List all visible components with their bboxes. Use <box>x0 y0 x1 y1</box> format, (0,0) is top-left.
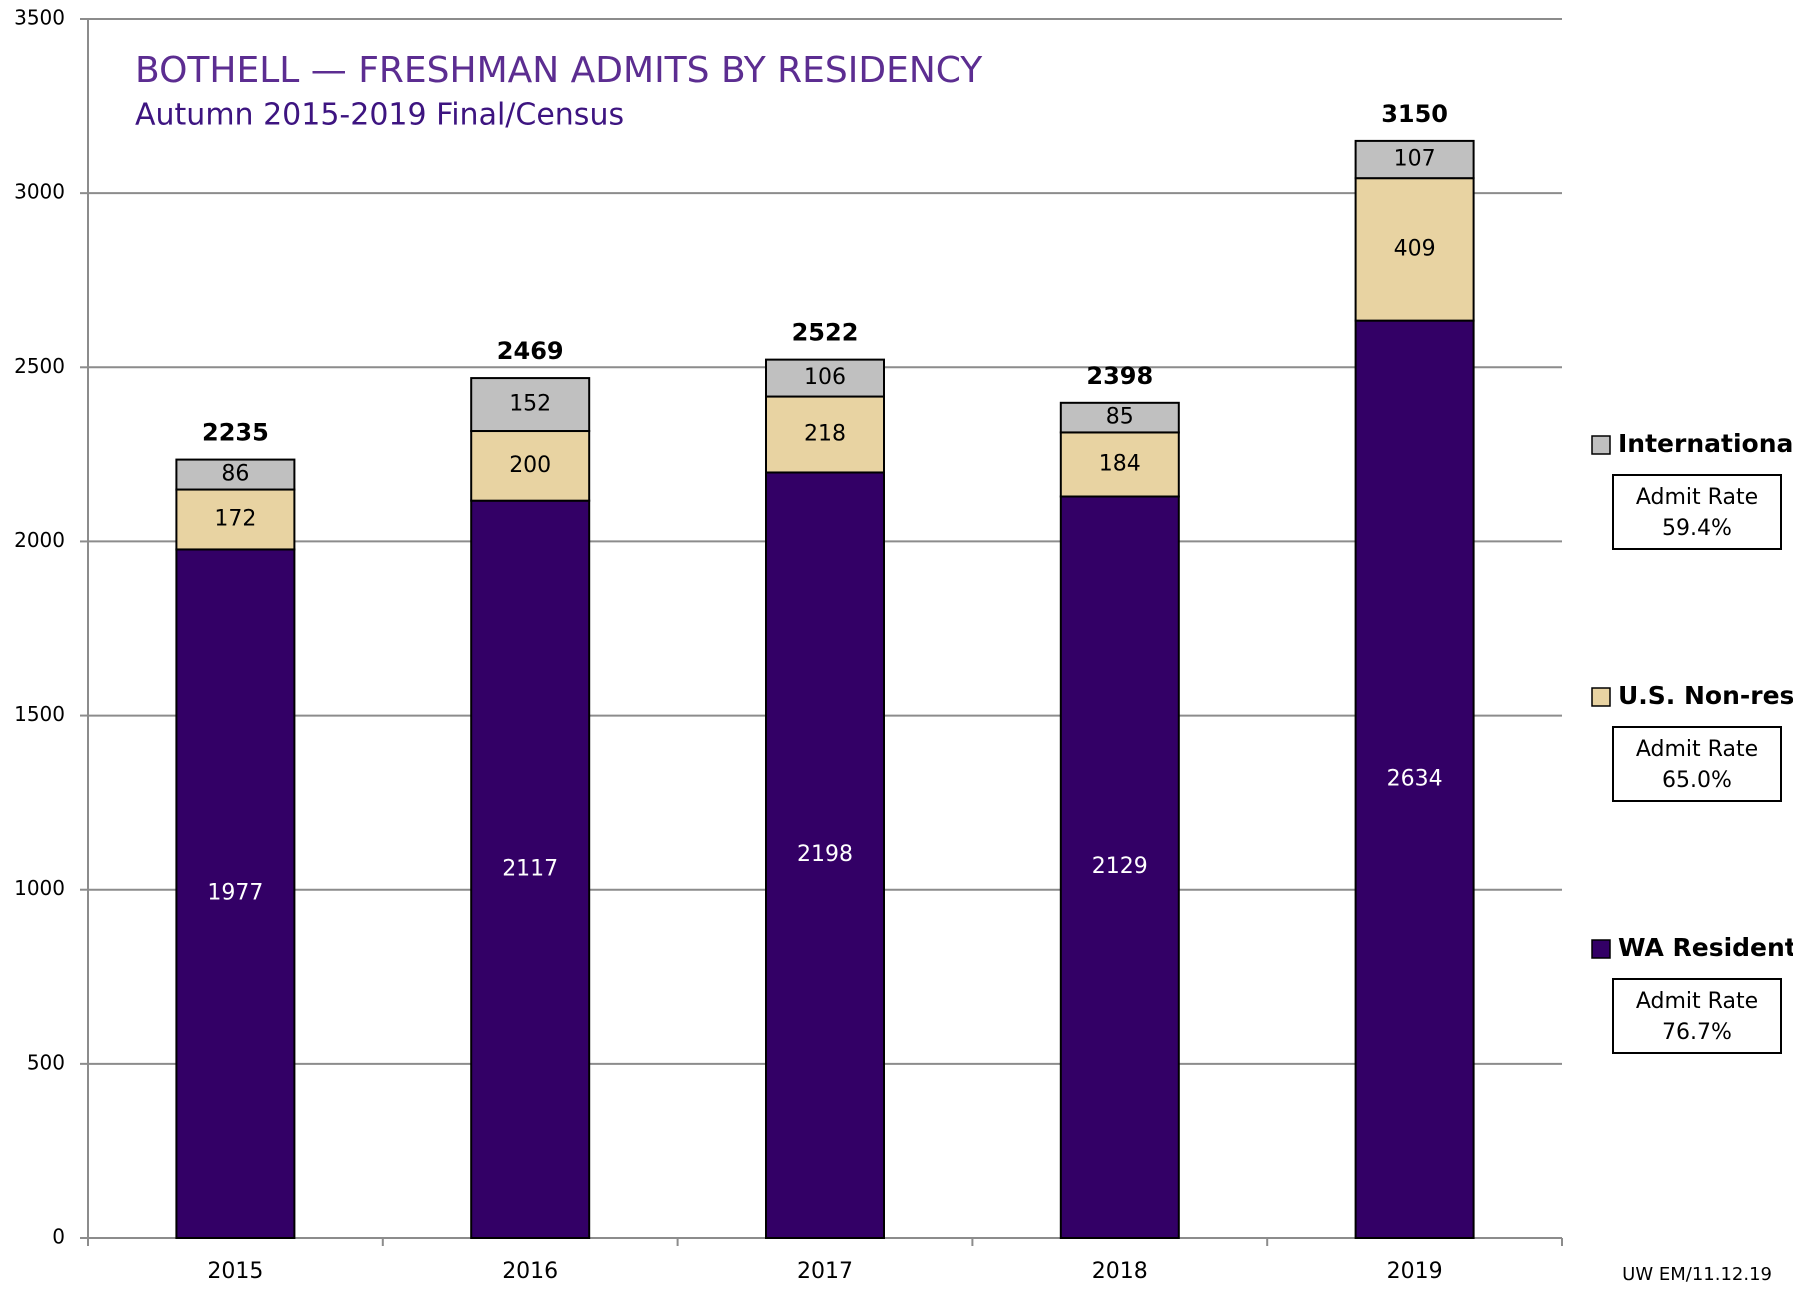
data-label: 2129 <box>1092 854 1148 879</box>
legend-label: WA Residents <box>1618 933 1793 962</box>
data-label: 200 <box>509 453 551 478</box>
data-label: 172 <box>214 506 256 531</box>
chart-subtitle: Autumn 2015-2019 Final/Census <box>135 98 624 133</box>
y-tick-label: 2000 <box>14 528 65 552</box>
y-tick-label: 3000 <box>14 180 65 204</box>
admit-rate-label: Admit Rate <box>1636 485 1758 510</box>
total-label: 2469 <box>497 337 564 365</box>
y-tick-label: 1000 <box>14 876 65 900</box>
data-label: 85 <box>1106 405 1134 430</box>
data-label: 184 <box>1099 451 1141 476</box>
x-tick-label: 2017 <box>797 1259 853 1284</box>
data-label: 218 <box>804 422 846 447</box>
bar-segment <box>1059 401 1180 434</box>
bar-segment <box>1354 139 1475 180</box>
data-label: 86 <box>221 462 249 487</box>
bar-segment <box>765 358 885 398</box>
legend-label: U.S. Non-res <box>1618 681 1793 710</box>
data-label: 409 <box>1394 236 1436 261</box>
bar-segment <box>175 488 296 551</box>
y-tick-label: 500 <box>27 1050 65 1074</box>
legend-swatch <box>1591 435 1611 455</box>
legend-swatch <box>1591 939 1611 959</box>
total-label: 2235 <box>202 419 269 447</box>
y-tick-label: 3500 <box>14 6 65 30</box>
data-label: 106 <box>804 365 846 390</box>
total-label: 3150 <box>1381 100 1448 128</box>
total-label: 2522 <box>792 319 859 347</box>
admit-rate-value: 59.4% <box>1662 516 1732 541</box>
x-tick-label: 2018 <box>1092 1259 1148 1284</box>
data-label: 152 <box>509 392 551 417</box>
data-label: 2117 <box>502 856 558 881</box>
bar-segment <box>1354 319 1475 1239</box>
chart-title: BOTHELL — FRESHMAN ADMITS BY RESIDENCY <box>135 50 983 91</box>
x-tick-label: 2016 <box>502 1259 558 1284</box>
admit-rate-label: Admit Rate <box>1636 989 1758 1014</box>
admit-rate-value: 76.7% <box>1662 1020 1732 1045</box>
bar-segment <box>470 377 591 433</box>
data-label: 2198 <box>797 842 853 867</box>
bar-segment <box>470 499 591 1239</box>
data-label: 2634 <box>1387 766 1443 791</box>
data-label: 107 <box>1394 147 1436 172</box>
y-tick-label: 0 <box>52 1225 65 1249</box>
total-label: 2398 <box>1086 362 1153 390</box>
x-tick-label: 2015 <box>207 1259 263 1284</box>
bar-segment <box>175 548 296 1239</box>
bar-segment <box>765 471 885 1239</box>
legend-label: International <box>1618 429 1793 458</box>
legend-swatch <box>1591 687 1611 707</box>
admit-rate-value: 65.0% <box>1662 768 1732 793</box>
bar-segment <box>470 430 591 502</box>
bar-segment <box>765 395 885 474</box>
bar-segment <box>175 458 296 491</box>
admit-rate-label: Admit Rate <box>1636 737 1758 762</box>
admit-rate-box <box>1612 978 1782 1054</box>
admit-rate-box <box>1612 474 1782 550</box>
bar-segment <box>1059 495 1180 1240</box>
bar-segment <box>1354 177 1475 322</box>
data-label: 1977 <box>207 881 263 906</box>
x-tick-label: 2019 <box>1387 1259 1443 1284</box>
y-tick-label: 2500 <box>14 354 65 378</box>
y-tick-label: 1500 <box>14 702 65 726</box>
admit-rate-box <box>1612 726 1782 802</box>
footnote: UW EM/11.12.19 <box>1622 1264 1772 1285</box>
